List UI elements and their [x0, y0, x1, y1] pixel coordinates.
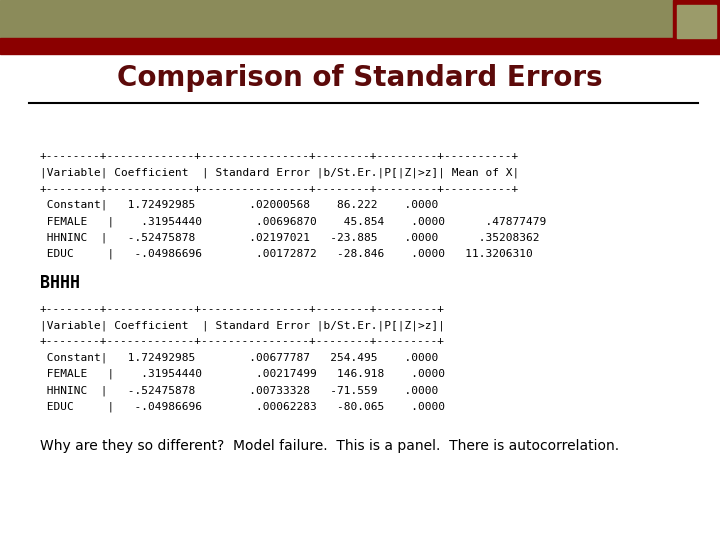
Text: |Variable| Coefficient  | Standard Error |b/St.Er.|P[|Z|>z]| Mean of X|: |Variable| Coefficient | Standard Error … [40, 167, 519, 178]
Text: +--------+-------------+----------------+--------+---------+----------+: +--------+-------------+----------------… [40, 151, 519, 161]
Text: +--------+-------------+----------------+--------+---------+----------+: +--------+-------------+----------------… [40, 184, 519, 194]
Text: HHNINC  |   -.52475878        .00733328   -71.559    .0000: HHNINC | -.52475878 .00733328 -71.559 .0… [40, 385, 438, 395]
Text: Comparison of Standard Errors: Comparison of Standard Errors [117, 64, 603, 92]
Text: Constant|   1.72492985        .00677787   254.495    .0000: Constant| 1.72492985 .00677787 254.495 .… [40, 353, 438, 363]
Text: |Variable| Coefficient  | Standard Error |b/St.Er.|P[|Z|>z]|: |Variable| Coefficient | Standard Error … [40, 320, 445, 330]
Text: EDUC     |   -.04986696        .00172872   -28.846    .0000   11.3206310: EDUC | -.04986696 .00172872 -28.846 .000… [40, 248, 532, 259]
Text: +--------+-------------+----------------+--------+---------+: +--------+-------------+----------------… [40, 336, 445, 347]
Text: HHNINC  |   -.52475878        .02197021   -23.885    .0000      .35208362: HHNINC | -.52475878 .02197021 -23.885 .0… [40, 232, 539, 242]
Text: EDUC     |   -.04986696        .00062283   -80.065    .0000: EDUC | -.04986696 .00062283 -80.065 .000… [40, 401, 445, 411]
Text: FEMALE   |    .31954440        .00696870    45.854    .0000      .47877479: FEMALE | .31954440 .00696870 45.854 .000… [40, 216, 546, 226]
Text: Why are they so different?  Model failure.  This is a panel.  There is autocorre: Why are they so different? Model failure… [40, 439, 618, 453]
Text: FEMALE   |    .31954440        .00217499   146.918    .0000: FEMALE | .31954440 .00217499 146.918 .00… [40, 369, 445, 379]
Text: +--------+-------------+----------------+--------+---------+: +--------+-------------+----------------… [40, 304, 445, 314]
Text: Constant|   1.72492985        .02000568    86.222    .0000: Constant| 1.72492985 .02000568 86.222 .0… [40, 200, 438, 210]
Text: BHHH: BHHH [40, 274, 80, 292]
